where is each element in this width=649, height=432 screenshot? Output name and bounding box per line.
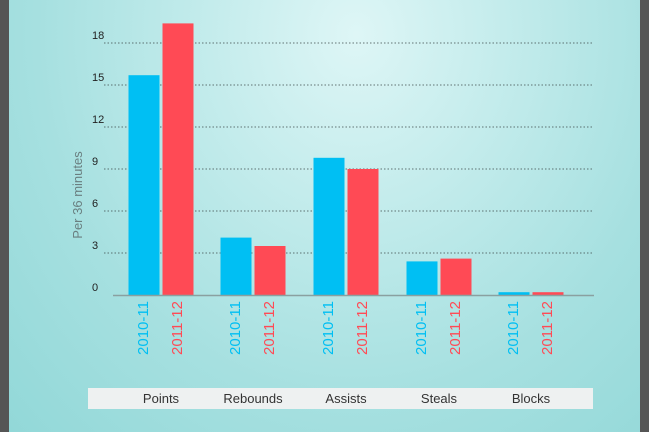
bar-rebounds-2011-12 [254,246,286,295]
bar-series-labels: 2010-11 2011-12 2010-11 2011-12 2010-11 2011-… [135,301,556,355]
category-label: Steals [421,391,458,406]
category-strip [88,388,593,409]
bar-points-2010-11 [128,75,160,295]
series-label: 2010-11 [413,301,430,355]
series-label: 2010-11 [320,301,337,355]
bar-steals-2011-12 [440,258,472,295]
category-label: Blocks [512,391,551,406]
y-tick-labels: 0 3 6 9 12 15 18 [92,30,104,294]
bars [128,23,564,296]
series-label: 2011-12 [354,301,371,355]
category-label: Points [143,391,180,406]
category-labels: Points Rebounds Assists Steals Blocks [143,391,551,406]
y-tick-label: 12 [92,114,104,126]
y-tick-label: 9 [92,156,98,168]
series-label: 2011-12 [261,301,278,355]
series-label: 2011-12 [447,301,464,355]
series-label: 2011-12 [539,301,556,355]
y-tick-label: 18 [92,30,104,42]
y-tick-label: 15 [92,72,104,84]
series-label: 2010-11 [135,301,152,355]
bar-points-2011-12 [162,23,194,296]
y-tick-label: 6 [92,198,98,210]
bar-rebounds-2010-11 [220,237,252,295]
y-tick-label: 0 [92,282,98,294]
y-tick-label: 3 [92,240,98,252]
bar-blocks-2011-12 [532,292,564,295]
bar-assists-2010-11 [313,157,345,295]
series-label: 2011-12 [169,301,186,355]
series-label: 2010-11 [505,301,522,355]
category-label: Rebounds [223,391,283,406]
bar-assists-2011-12 [347,169,379,295]
bar-blocks-2010-11 [498,292,530,295]
bar-steals-2010-11 [406,261,438,295]
series-label: 2010-11 [227,301,244,355]
category-label: Assists [325,391,367,406]
y-axis-label: Per 36 minutes [70,151,85,239]
